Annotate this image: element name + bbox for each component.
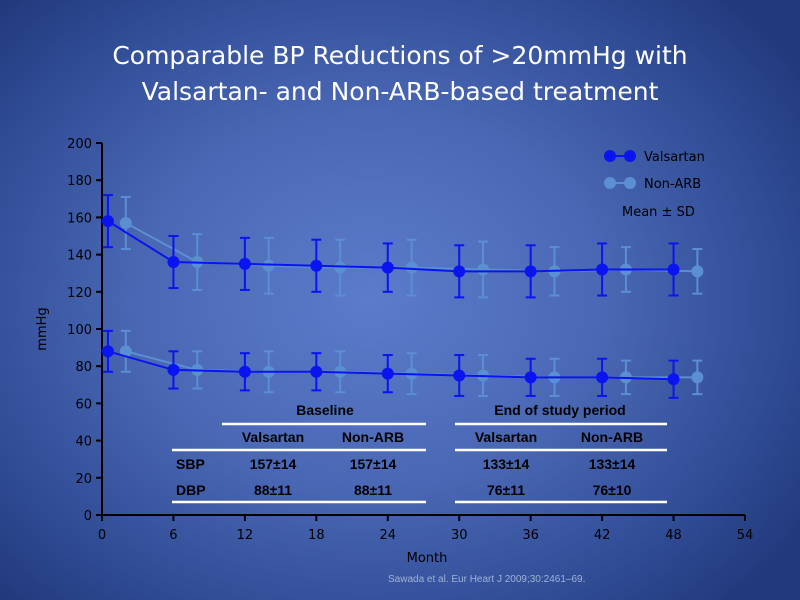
table-column-header: Valsartan	[475, 429, 537, 445]
data-point	[310, 365, 323, 378]
y-tick-label: 100	[67, 323, 92, 338]
data-point	[453, 369, 466, 382]
x-tick-label: 6	[169, 528, 177, 543]
table-row-label: DBP	[176, 482, 206, 498]
data-point	[119, 345, 132, 358]
x-tick-label: 42	[594, 528, 611, 543]
data-point	[101, 215, 114, 228]
data-point	[667, 373, 680, 386]
y-tick-label: 40	[75, 435, 92, 450]
data-point	[238, 365, 251, 378]
y-tick-label: 60	[75, 397, 92, 412]
table-cell: 88±11	[354, 482, 392, 498]
legend-note: Mean ± SD	[622, 205, 695, 220]
title-line-1: Comparable BP Reductions of >20mmHg with	[112, 41, 688, 70]
data-point	[167, 363, 180, 376]
y-tick-label: 20	[75, 472, 92, 487]
x-tick-label: 24	[380, 528, 397, 543]
table-row-label: SBP	[176, 456, 205, 472]
table-group-header: End of study period	[494, 402, 625, 418]
legend-label: Non-ARB	[644, 177, 701, 192]
legend-marker	[624, 177, 636, 189]
table-column-header: Non-ARB	[581, 429, 643, 445]
data-point	[310, 259, 323, 272]
data-point	[477, 263, 490, 276]
table-cell: 88±11	[254, 482, 292, 498]
data-point	[238, 257, 251, 270]
citation: Sawada et al. Eur Heart J 2009;30:2461–6…	[388, 574, 585, 585]
x-tick-label: 30	[451, 528, 468, 543]
data-point	[667, 263, 680, 276]
table-cell: 133±14	[589, 456, 636, 472]
legend-marker	[624, 150, 636, 162]
data-point	[524, 371, 537, 384]
legend-marker	[604, 177, 616, 189]
table-cell: 157±14	[350, 456, 397, 472]
y-tick-label: 120	[67, 286, 92, 301]
y-tick-label: 200	[67, 137, 92, 152]
x-tick-label: 36	[522, 528, 539, 543]
data-point	[119, 216, 132, 229]
x-tick-label: 18	[308, 528, 325, 543]
data-point	[101, 345, 114, 358]
title-line-2: Valsartan- and Non-ARB-based treatment	[141, 77, 659, 106]
legend-label: Valsartan	[644, 150, 705, 165]
y-tick-label: 140	[67, 249, 92, 264]
y-axis-label: mmHg	[35, 307, 50, 350]
y-tick-label: 0	[84, 509, 92, 524]
data-point	[334, 261, 347, 274]
data-point	[691, 371, 704, 384]
data-point	[596, 263, 609, 276]
table-cell: 76±11	[487, 482, 525, 498]
x-tick-label: 12	[237, 528, 254, 543]
y-tick-label: 80	[75, 360, 92, 375]
data-point	[405, 261, 418, 274]
y-tick-label: 180	[67, 174, 92, 189]
x-axis-label: Month	[407, 551, 448, 566]
data-point	[167, 256, 180, 269]
data-point	[524, 265, 537, 278]
table-cell: 157±14	[250, 456, 297, 472]
x-tick-label: 48	[665, 528, 682, 543]
slide-title: Comparable BP Reductions of >20mmHg with…	[0, 38, 800, 110]
table-cell: 76±10	[593, 482, 632, 498]
data-point	[262, 259, 275, 272]
table-column-header: Non-ARB	[342, 429, 404, 445]
table-cell: 133±14	[483, 456, 530, 472]
data-point	[381, 367, 394, 380]
table-column-header: Valsartan	[242, 429, 304, 445]
data-point	[453, 265, 466, 278]
data-point	[691, 265, 704, 278]
legend-marker	[604, 150, 616, 162]
x-tick-label: 0	[98, 528, 106, 543]
x-tick-label: 54	[737, 528, 754, 543]
data-point	[381, 261, 394, 274]
y-tick-label: 160	[67, 211, 92, 226]
data-point	[596, 371, 609, 384]
table-group-header: Baseline	[296, 402, 354, 418]
